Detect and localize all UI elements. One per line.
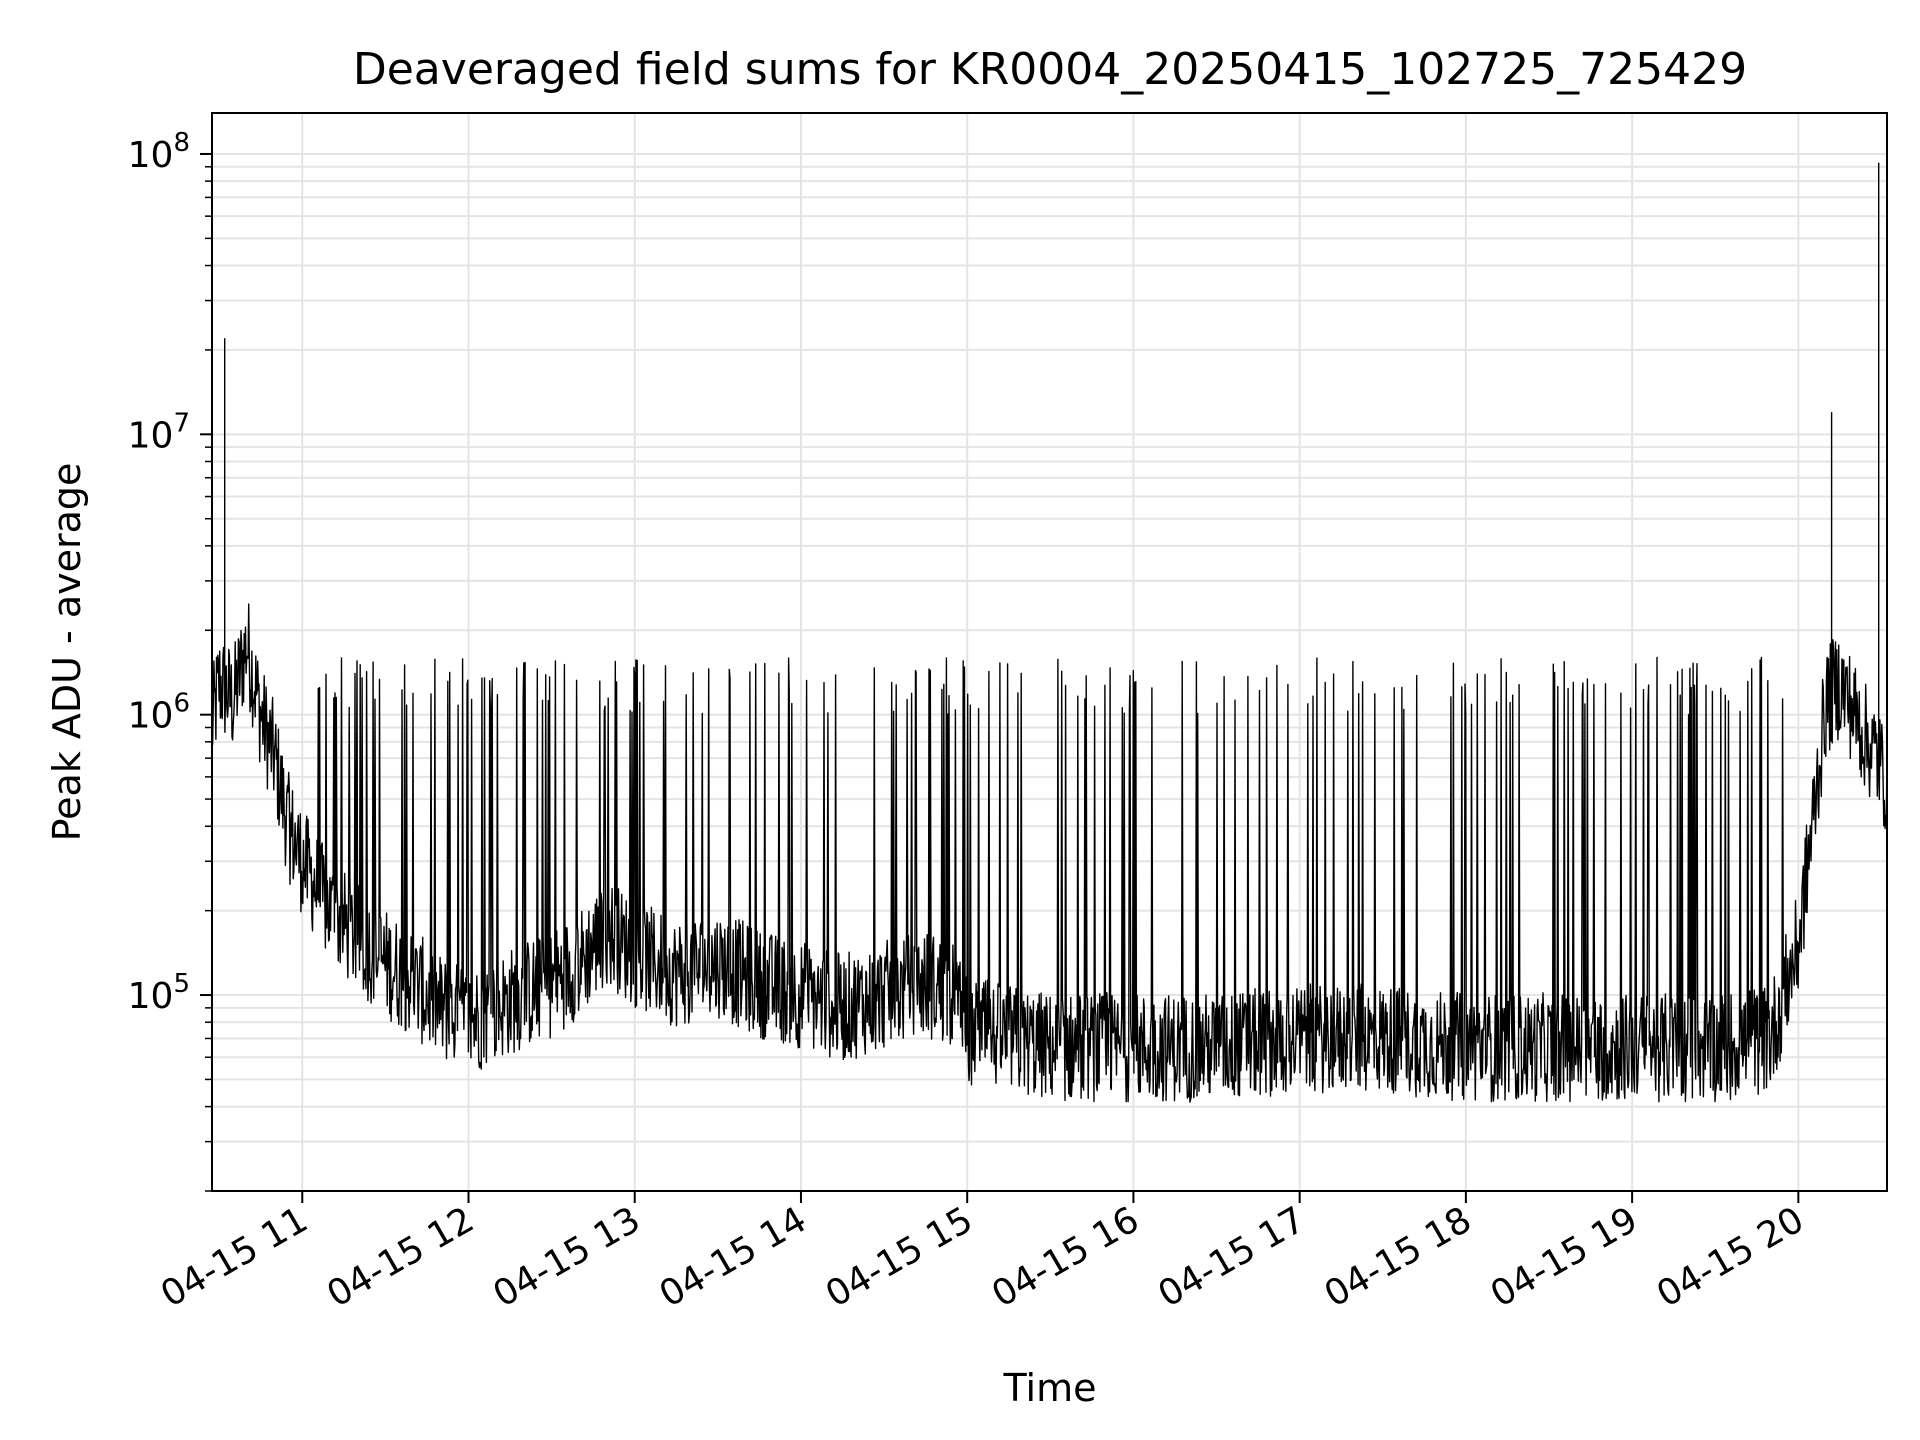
series-line	[211, 162, 1888, 1103]
y-tick-exponent: 8	[173, 128, 190, 158]
y-tick-label: 106	[128, 689, 190, 737]
y-tick-base: 10	[128, 696, 174, 737]
y-tick-base: 10	[128, 415, 174, 456]
y-tick-label: 108	[128, 128, 190, 176]
plot-frame	[211, 112, 1888, 1192]
y-tick-exponent: 7	[173, 408, 190, 438]
x-axis-label: Time	[1003, 1366, 1097, 1410]
y-tick-label: 105	[128, 969, 190, 1017]
y-tick-base: 10	[128, 135, 174, 176]
y-tick-base: 10	[128, 976, 174, 1017]
y-axis-label: Peak ADU - average	[45, 463, 89, 842]
y-tick-exponent: 5	[173, 969, 190, 999]
chart-title: Deaveraged field sums for KR0004_2025041…	[353, 44, 1747, 95]
y-tick-label: 107	[128, 408, 190, 456]
y-tick-exponent: 6	[173, 689, 190, 719]
